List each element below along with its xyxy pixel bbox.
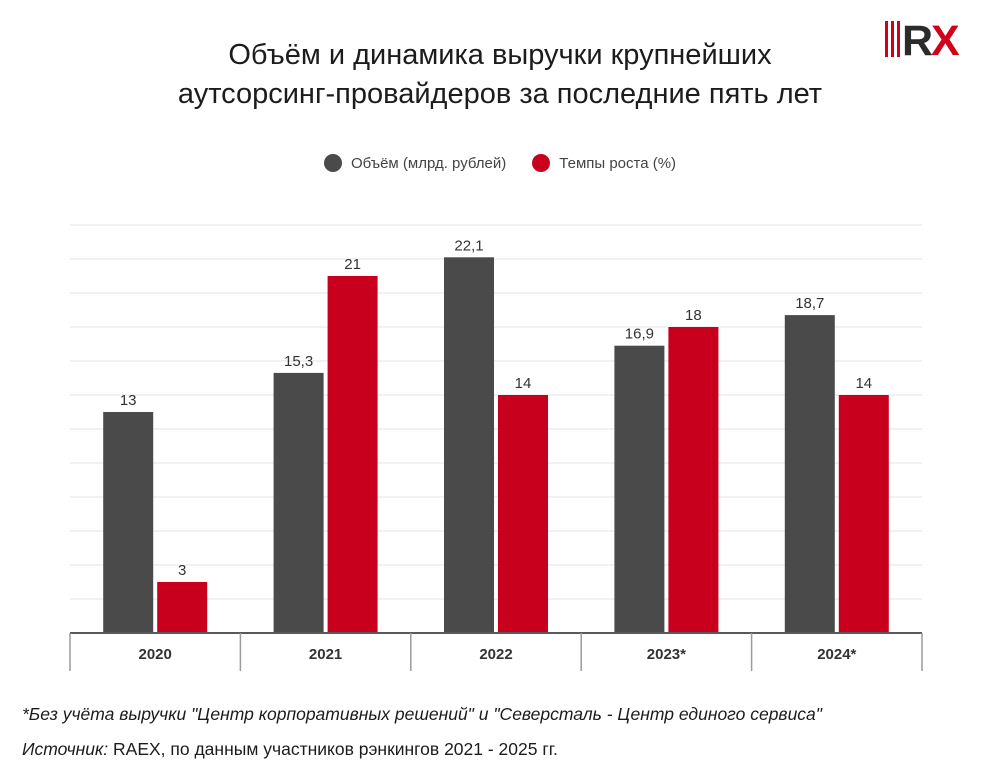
x-tick-label: 2023*: [647, 646, 686, 663]
legend-item-growth: Темпы роста (%): [532, 154, 676, 172]
source-label: Источник:: [22, 739, 109, 759]
data-label-growth: 14: [855, 375, 872, 392]
bar-growth: [498, 395, 548, 633]
x-tick-label: 2020: [139, 646, 172, 663]
data-label-volume: 16,9: [625, 326, 654, 343]
chart-title-line-2: аутсорсинг-провайдеров за последние пять…: [177, 78, 823, 110]
data-label-growth: 21: [344, 256, 361, 273]
source-text: RAEX, по данным участников рэнкингов 202…: [108, 739, 558, 759]
chart-title: Объём и динамика выручки крупнейших аутс…: [0, 36, 1000, 114]
x-tick-label: 2024*: [817, 646, 856, 663]
bar-volume: [444, 257, 494, 633]
bar-volume: [103, 412, 154, 633]
data-label-growth: 14: [515, 375, 532, 392]
bar-volume: [614, 345, 665, 633]
bar-growth: [157, 582, 208, 633]
data-label-volume: 22,1: [454, 237, 483, 254]
legend-item-volume: Объём (млрд. рублей): [323, 154, 507, 172]
source-note: Источник: RAEX, по данным участников рэн…: [22, 739, 558, 760]
bar-volume: [273, 372, 324, 633]
legend-swatch-growth: [532, 154, 551, 172]
legend-label-growth: Темпы роста (%): [559, 154, 677, 172]
data-label-growth: 3: [178, 562, 186, 579]
x-tick-label: 2022: [479, 646, 512, 663]
bar-chart: 13 3 15,3 21 22,1 14 16,9 18 18,7 14 2020 2021 2022 2…: [69, 224, 923, 671]
chart-title-line-1: Объём и динамика выручки крупнейших: [228, 39, 772, 71]
data-label-growth: 18: [685, 307, 702, 324]
data-label-volume: 18,7: [795, 295, 824, 312]
legend-label-volume: Объём (млрд. рублей): [350, 154, 507, 172]
svg-text:X: X: [931, 18, 960, 60]
data-label-volume: 15,3: [284, 353, 313, 370]
chart-legend: Объём (млрд. рублей) Темпы роста (%): [0, 154, 1000, 172]
x-tick-label: 2021: [309, 646, 342, 663]
bar-growth: [838, 395, 889, 633]
data-label-volume: 13: [120, 392, 137, 409]
bar-growth: [327, 276, 378, 633]
rx-logo: R X: [885, 18, 960, 60]
svg-text:R: R: [902, 18, 933, 60]
bar-growth: [668, 327, 719, 633]
bar-volume: [784, 315, 835, 633]
legend-swatch-volume: [323, 154, 342, 172]
footnote: *Без учёта выручки "Центр корпоративных …: [22, 704, 822, 724]
